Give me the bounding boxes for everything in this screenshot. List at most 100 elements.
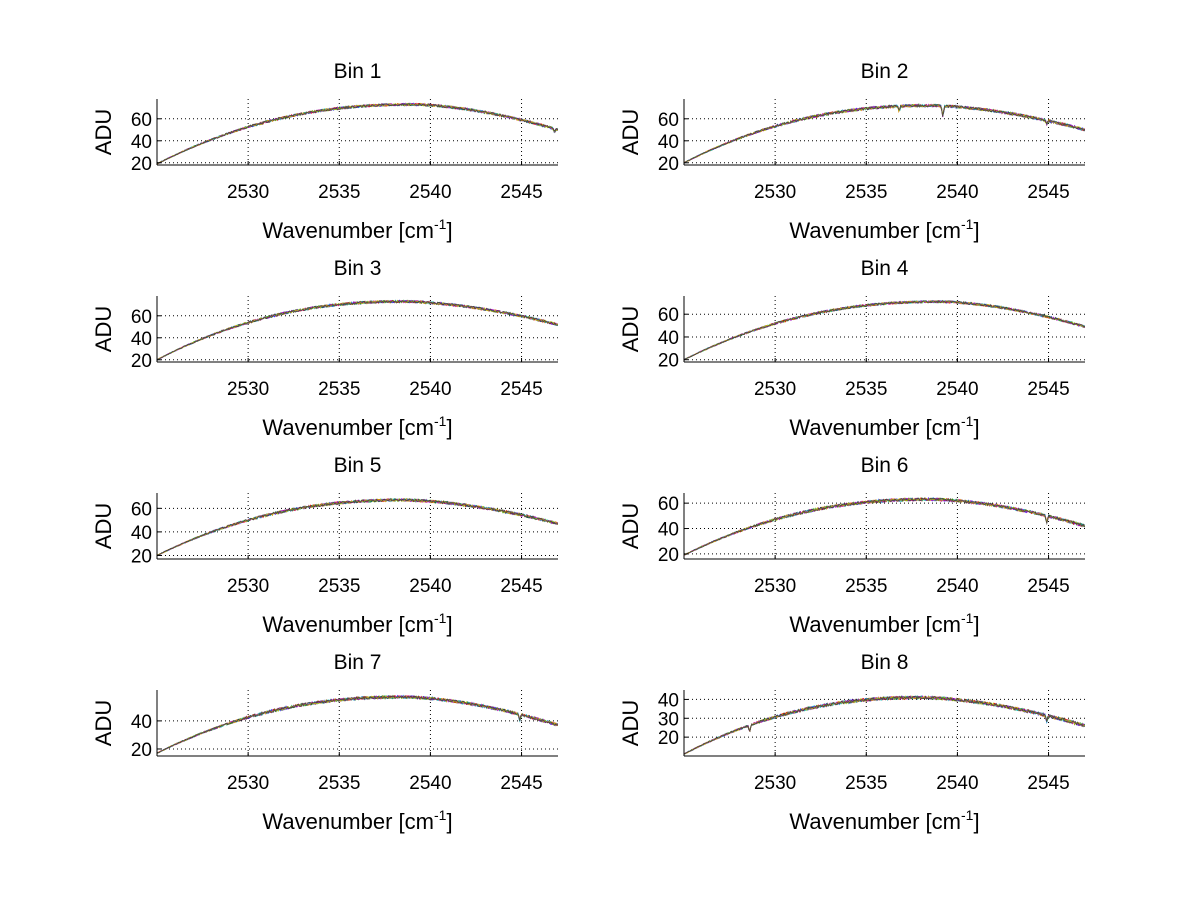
x-tick-label: 2545	[500, 773, 542, 794]
spectrum-line-5	[684, 103, 1085, 164]
x-tick-label: 2545	[1027, 182, 1069, 203]
y-tick-label: 60	[131, 110, 152, 131]
spectrum-line-4	[157, 498, 558, 557]
x-axis-label: Wavenumber [cm-1]	[789, 216, 979, 243]
spectrum-line-2	[157, 497, 558, 557]
x-tick-label: 2545	[500, 576, 542, 597]
subplot-title: Bin 1	[334, 60, 382, 83]
subplot-7: 2530 2535 2540 2545 20 40 Bin 7 ADU Wavenumber […	[91, 651, 558, 834]
x-axis-label-superscript: -1	[961, 807, 974, 823]
spectrum-line-6	[157, 299, 558, 361]
subplot-title: Bin 3	[334, 257, 382, 280]
y-tick-label: 20	[658, 351, 679, 372]
spectrum-line-6	[684, 497, 1085, 556]
x-tick-label: 2545	[500, 379, 542, 400]
y-tick-label: 60	[131, 307, 152, 328]
x-axis-label-superscript: -1	[961, 610, 974, 626]
x-tick-label: 2540	[409, 773, 451, 794]
x-tick-label: 2535	[845, 379, 887, 400]
x-tick-label: 2530	[754, 576, 796, 597]
y-tick-label: 40	[658, 132, 679, 153]
spectrum-line-5	[157, 102, 558, 165]
x-axis-label-close: ]	[973, 612, 979, 637]
y-tick-label: 20	[131, 154, 152, 175]
x-tick-label: 2545	[1027, 379, 1069, 400]
spectrum-line-5	[157, 299, 558, 361]
spectrum-line-3	[157, 102, 558, 165]
x-axis-label-base: Wavenumber [cm	[789, 612, 961, 637]
spectrum-line-4	[684, 695, 1085, 755]
spectrum-line-1	[684, 695, 1085, 755]
spectrum-line-1	[684, 496, 1085, 556]
x-axis-label: Wavenumber [cm-1]	[262, 413, 452, 440]
spectrum-line-3	[157, 299, 558, 361]
x-axis-label-superscript: -1	[434, 413, 447, 429]
x-tick-label: 2540	[936, 379, 978, 400]
spectrum-lines	[157, 694, 558, 754]
spectrum-line-7	[684, 497, 1085, 556]
spectrum-line-6	[684, 299, 1085, 360]
spectrum-line-7	[684, 299, 1085, 360]
spectrum-lines	[684, 299, 1085, 360]
spectrum-line-7	[157, 299, 558, 361]
y-axis-label: ADU	[91, 109, 116, 155]
subplot-6: 2530 2535 2540 2545 20 40 60 Bin 6 ADU Wavenumber…	[618, 454, 1085, 637]
x-tick-label: 2535	[845, 182, 887, 203]
y-tick-label: 40	[131, 712, 152, 733]
y-tick-label: 30	[658, 709, 679, 730]
spectrum-line-3	[684, 300, 1085, 360]
x-axis-label-base: Wavenumber [cm	[789, 218, 961, 243]
x-axis-label-superscript: -1	[961, 413, 974, 429]
y-axis-label: ADU	[618, 306, 643, 352]
y-tick-label: 20	[658, 545, 679, 566]
y-tick-label: 40	[658, 328, 679, 349]
y-tick-label: 20	[131, 740, 152, 761]
y-tick-label: 40	[131, 523, 152, 544]
spectrum-line-6	[157, 497, 558, 557]
subplot-title: Bin 5	[334, 454, 382, 477]
spectrum-line-1	[684, 103, 1085, 164]
y-tick-label: 60	[658, 110, 679, 131]
spectrum-line-6	[684, 103, 1085, 164]
x-axis-label-close: ]	[446, 612, 452, 637]
spectrum-line-6	[157, 102, 558, 165]
spectrum-line-5	[157, 497, 558, 557]
y-tick-label: 40	[658, 520, 679, 541]
subplot-title: Bin 8	[861, 651, 909, 674]
x-axis-label: Wavenumber [cm-1]	[262, 610, 452, 637]
y-tick-label: 60	[658, 494, 679, 515]
spectrum-line-2	[684, 299, 1085, 360]
spectrum-line-5	[684, 299, 1085, 360]
x-axis-label-superscript: -1	[434, 807, 447, 823]
x-axis-label-base: Wavenumber [cm	[262, 415, 434, 440]
y-tick-label: 60	[131, 499, 152, 520]
x-axis-label: Wavenumber [cm-1]	[262, 216, 452, 243]
y-axis-label: ADU	[618, 700, 643, 746]
y-tick-label: 20	[658, 154, 679, 175]
x-axis-label: Wavenumber [cm-1]	[789, 413, 979, 440]
spectrum-line-2	[684, 695, 1085, 755]
x-tick-label: 2535	[318, 773, 360, 794]
x-axis-label-close: ]	[446, 218, 452, 243]
spectrum-line-5	[684, 497, 1085, 556]
y-tick-label: 60	[658, 305, 679, 326]
x-tick-label: 2530	[754, 379, 796, 400]
x-tick-label: 2540	[409, 576, 451, 597]
x-axis-label: Wavenumber [cm-1]	[262, 807, 452, 834]
spectrum-lines	[157, 102, 558, 165]
x-axis-label-base: Wavenumber [cm	[262, 612, 434, 637]
spectrum-line-5	[157, 695, 558, 754]
x-tick-label: 2530	[227, 379, 269, 400]
x-axis-label-base: Wavenumber [cm	[262, 809, 434, 834]
x-tick-label: 2540	[936, 576, 978, 597]
spectrum-line-4	[157, 694, 558, 754]
x-axis-label-base: Wavenumber [cm	[789, 415, 961, 440]
spectrum-line-7	[157, 695, 558, 754]
spectrum-line-2	[157, 299, 558, 361]
y-tick-label: 40	[131, 329, 152, 350]
